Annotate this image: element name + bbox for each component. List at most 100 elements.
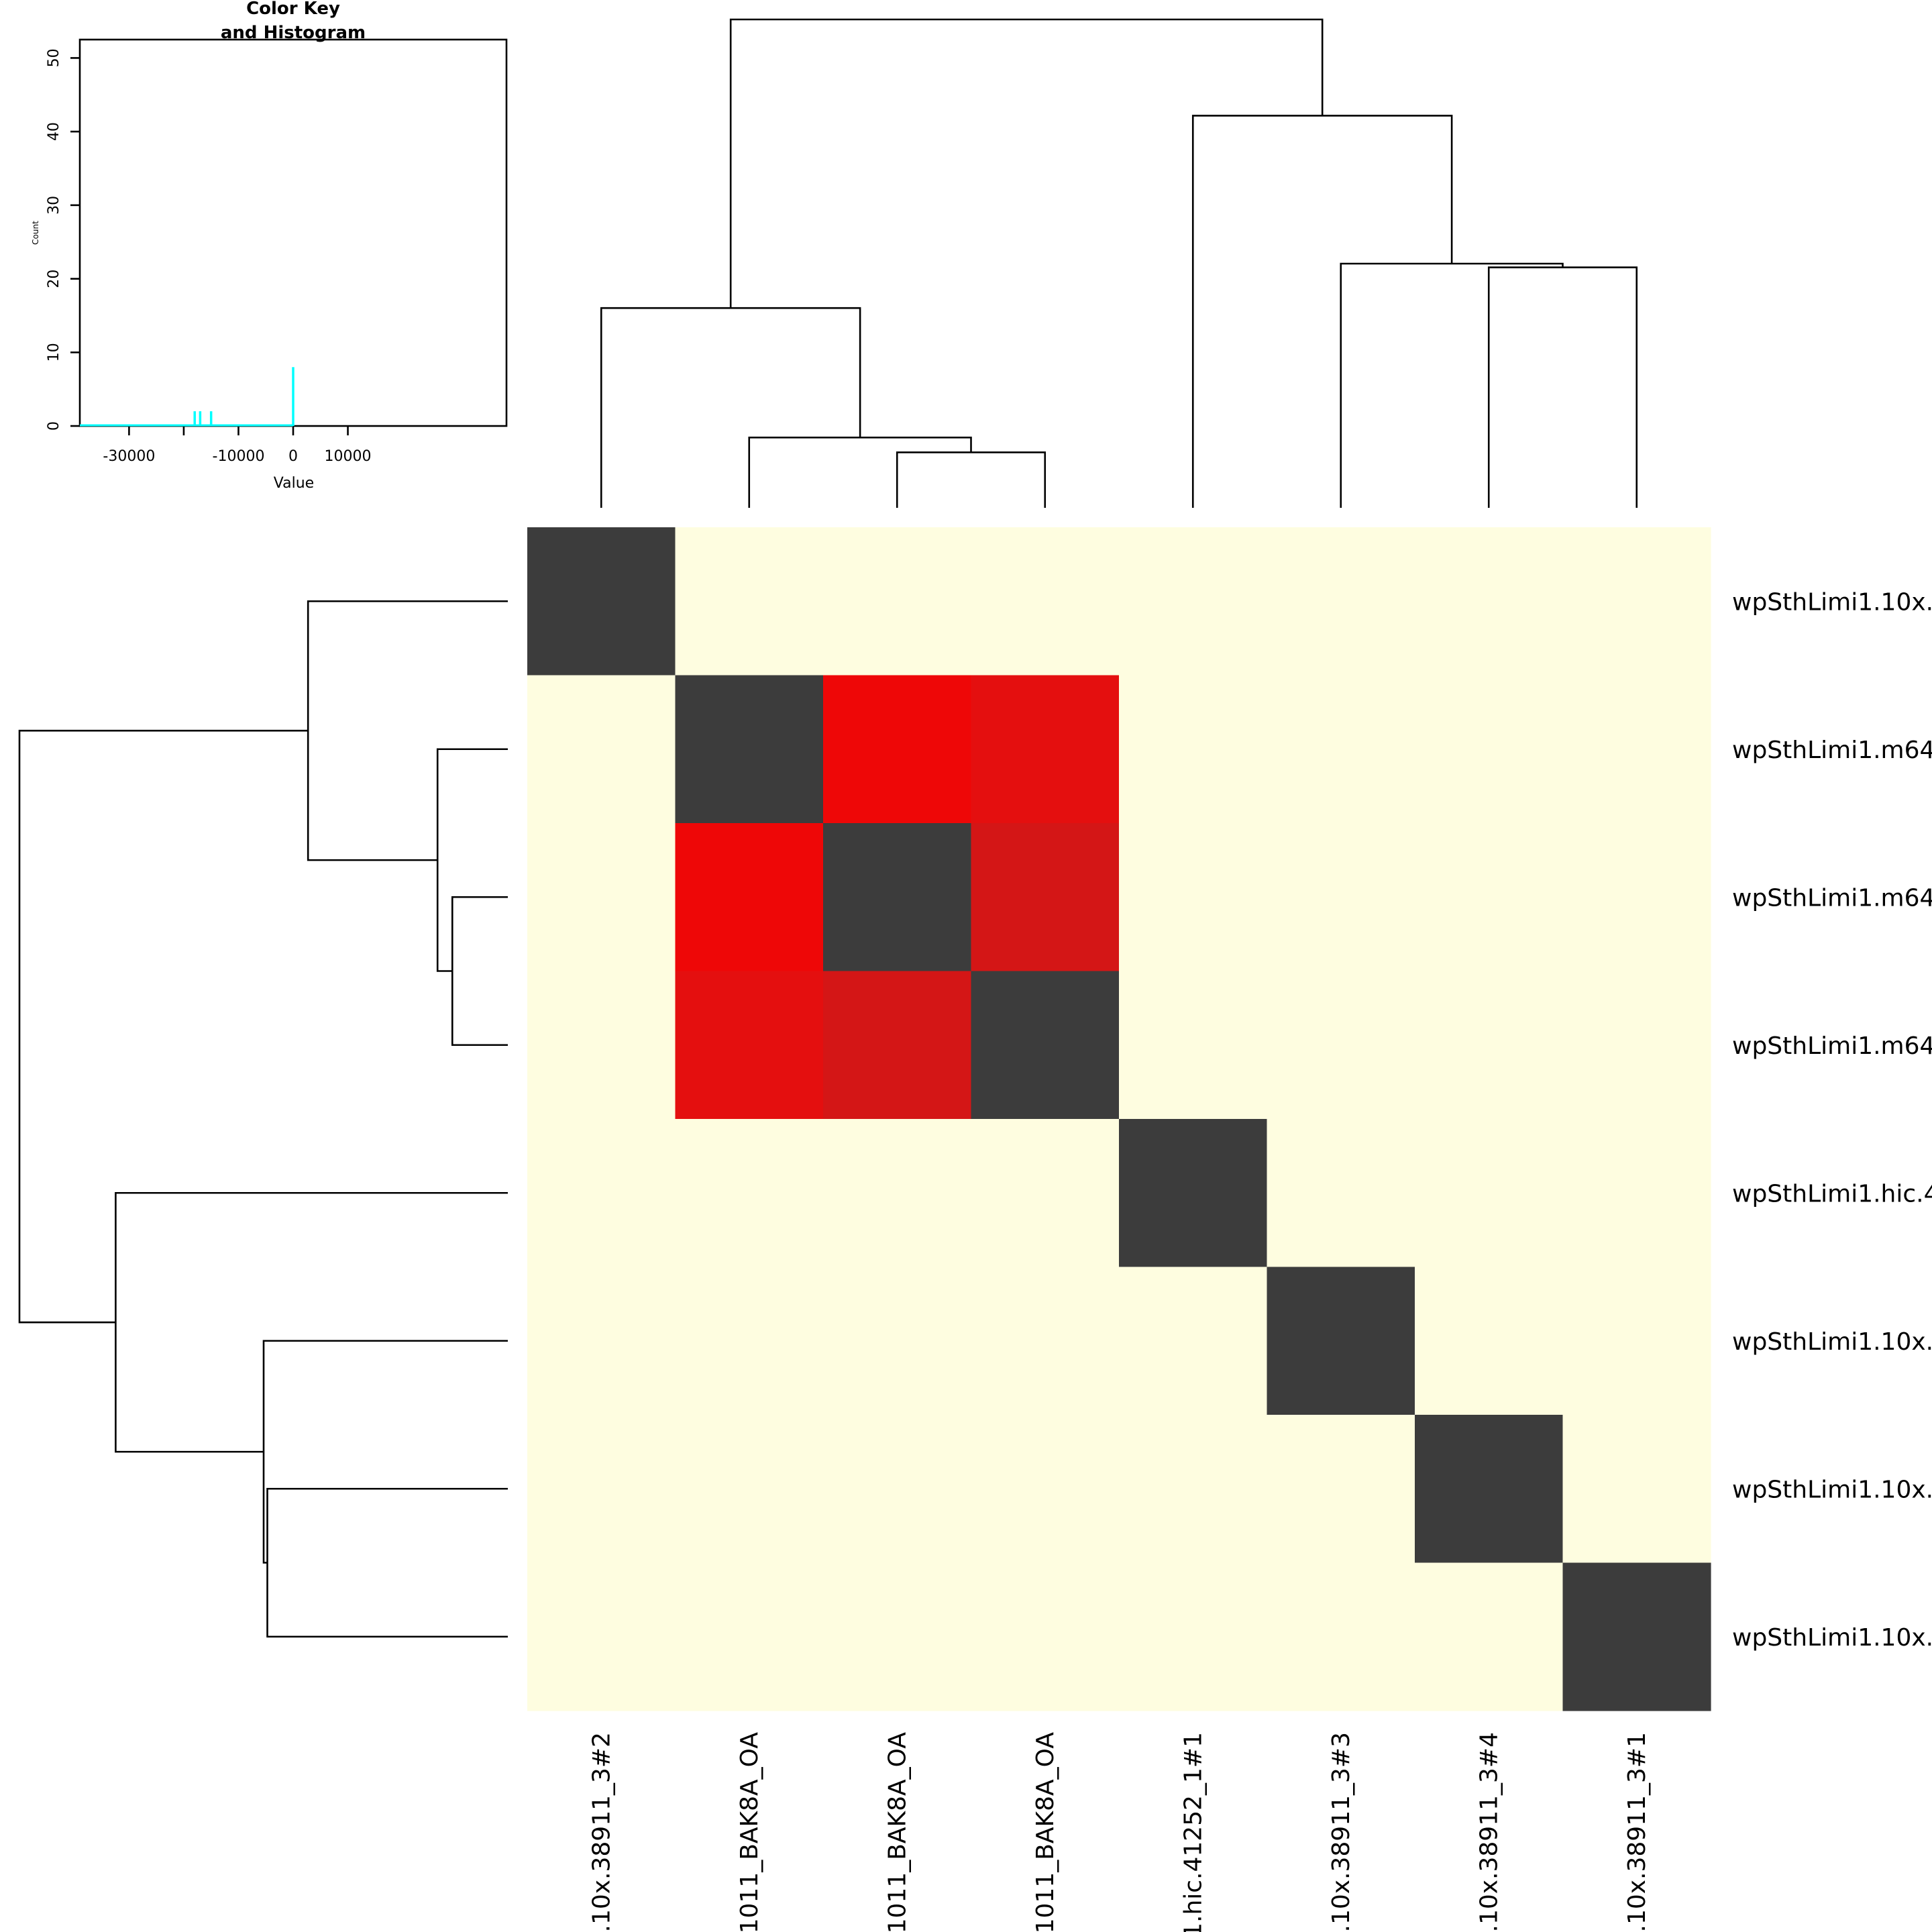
heatmap-cell [1562,971,1711,1120]
heatmap-cell [971,527,1120,676]
heatmap-cell [675,1267,824,1415]
row-label: wpSthLimi1.10x. [1732,1476,1932,1503]
heatmap-cell [675,971,824,1120]
column-label: .10x.38911_3#2 [588,1732,615,1932]
row-label: wpSthLimi1.hic.4 [1732,1180,1932,1208]
heatmap-cell [1562,823,1711,972]
heatmap-cell [527,1562,676,1711]
color-key-y-tick-label: 50 [46,48,62,67]
heatmap-cell [1415,1119,1564,1268]
heatmap-cell [1119,675,1268,824]
heatmap-cell [675,1415,824,1564]
color-key-x-tick-label: -30000 [103,448,155,465]
heatmap-cell [971,1119,1120,1268]
heatmap-cell [675,1562,824,1711]
heatmap-cell [527,971,676,1120]
heatmap-cell [971,823,1120,972]
color-key-y-label: Count [31,221,40,245]
heatmap-cell [1562,1415,1711,1564]
heatmap-cell [675,823,824,972]
dendrogram-branch [729,18,1324,309]
color-key-y-tick-label: 40 [46,122,62,141]
heatmap-cell [823,823,972,972]
heatmap-cell [971,971,1120,1120]
column-dendrogram [600,18,1638,508]
column-label: .10x.38911_3#3 [1328,1732,1355,1932]
heatmap-cell [1267,971,1415,1120]
heatmap-cell [1267,1267,1415,1415]
heatmap-cell [823,675,972,824]
row-label: wpSthLimi1.m64 [1732,884,1932,912]
heatmap-cell [823,527,972,676]
row-dendrogram [18,600,508,1638]
row-label: wpSthLimi1.10x. [1732,1328,1932,1356]
heatmap-cell [527,823,676,972]
heatmap-cell [1562,1562,1711,1711]
heatmap-cell [1119,1415,1268,1564]
heatmap-cell [1415,675,1564,824]
column-label: 1011_BAK8A_OA [883,1732,911,1932]
color-key-x-axis: -30000 -10000 0 10000 [103,426,372,465]
row-labels: wpSthLimi1.10x. wpSthLimi1.m64 wpSthLimi1.… [1732,588,1932,1652]
color-key-x-tick-label: 10000 [325,448,372,465]
column-label: 1011_BAK8A_OA [736,1732,763,1932]
dendrogram-branch [451,896,508,1046]
color-key-histogram-lines [80,367,294,427]
heatmap-cell [527,527,676,676]
dendrogram-branch [600,307,861,508]
color-key-y-tick-label: 0 [46,421,62,431]
heatmap-cell [823,1415,972,1564]
row-label: wpSthLimi1.m64 [1732,1032,1932,1060]
heatmap-cell [1562,527,1711,676]
heatmap-cell [1415,1415,1564,1564]
heatmap-cell [823,971,972,1120]
heatmap-cell [1267,675,1415,824]
heatmap-cell [1267,1415,1415,1564]
dendrogram-branch [436,748,508,972]
color-key-y-tick-label: 10 [46,343,62,362]
row-label: wpSthLimi1.10x. [1732,588,1932,616]
heatmap-cell [675,675,824,824]
row-label: wpSthLimi1.m64 [1732,737,1932,764]
column-label: 1.hic.41252_1#1 [1179,1732,1207,1932]
heatmap-cell [1119,1562,1268,1711]
dendrogram-branch [1487,266,1638,508]
heatmap-cell [971,675,1120,824]
heatmap-cell [1267,823,1415,972]
color-key-x-tick-label: -10000 [213,448,265,465]
dendrogram-branch [266,1487,508,1638]
heatmap-cell [675,527,824,676]
dendrogram-branch [896,451,1046,508]
heatmap-cell [1267,527,1415,676]
column-label: .10x.38911_3#1 [1623,1732,1651,1932]
heatmap-cell [971,1562,1120,1711]
heatmap-cell [1562,1119,1711,1268]
heatmap-cells [527,527,1711,1711]
color-key-y-axis: 0 10 20 30 40 50 [46,48,80,431]
column-label: 1011_BAK8A_OA [1032,1732,1059,1932]
heatmap-cell [1415,1267,1564,1415]
heatmap-cell [1415,527,1564,676]
heatmap-cell [527,675,676,824]
color-key-y-tick-label: 20 [46,270,62,288]
column-labels: .10x.38911_3#2 1011_BAK8A_OA 1011_BAK8A_OA… [588,1732,1651,1932]
color-key-x-label: Value [274,475,314,492]
dendrogram-branch [262,1340,508,1564]
color-key-x-tick-label: 0 [288,448,298,465]
heatmap-cell [1415,971,1564,1120]
color-key-title-line-1: Color Key [246,0,340,19]
heatmap-cell [823,1119,972,1268]
heatmap-cell [1267,1119,1415,1268]
heatmap-cell [1415,823,1564,972]
dendrogram-branch [1340,262,1564,508]
heatmap-cell [1119,971,1268,1120]
heatmap-cell [971,1415,1120,1564]
heatmap-cell [1562,675,1711,824]
dendrogram-branch [748,436,972,508]
heatmap-cell [823,1562,972,1711]
heatmap-cell [1562,1267,1711,1415]
dendrogram-branch [18,729,309,1324]
column-label: .10x.38911_3#4 [1475,1732,1503,1932]
